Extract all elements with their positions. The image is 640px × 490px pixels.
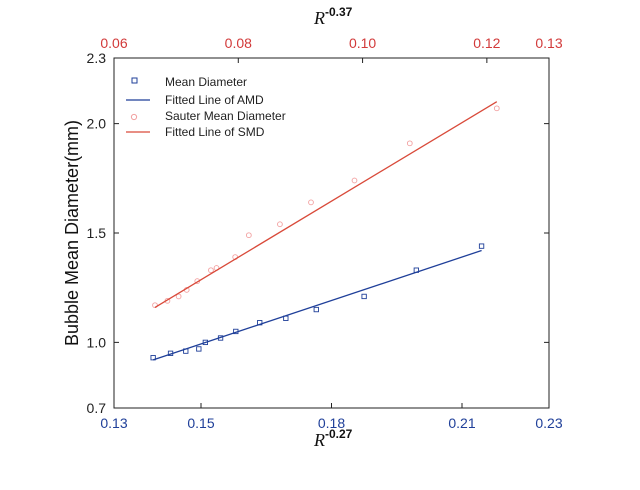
legend-marker-mean-diameter	[131, 77, 138, 84]
series-line-fitted-line-of-amd	[152, 249, 482, 361]
y-tick-label: 0.7	[87, 400, 107, 416]
x-top-tick-label: 0.12	[473, 35, 500, 51]
x-bottom-tick-label: 0.15	[187, 415, 214, 431]
data-point-sauter-mean-diameter	[351, 177, 358, 184]
x-bottom-tick-label: 0.13	[100, 415, 127, 431]
data-point-sauter-mean-diameter	[246, 232, 252, 239]
y-tick-label: 1.5	[87, 225, 107, 241]
data-point-sauter-mean-diameter	[493, 105, 500, 112]
y-tick-label: 1.0	[87, 334, 107, 350]
y-tick-label: 2.0	[87, 116, 107, 132]
x-bottom-tick-label: 0.18	[318, 415, 345, 431]
x-bottom-tick-label: 0.23	[535, 415, 562, 431]
data-point-mean-diameter	[150, 355, 156, 361]
data-point-sauter-mean-diameter	[406, 140, 413, 147]
x-top-tick-label: 0.13	[535, 35, 562, 51]
legend: Mean Diameter Fitted Line of AMD Sauter …	[126, 75, 286, 139]
data-point-sauter-mean-diameter	[152, 302, 158, 309]
x-top-tick-label: 0.06	[100, 35, 127, 51]
axis-ticks: 0.13 0.15 0.18 0.21 0.23 0.06 0.08 0.10 0.12 0.13…	[87, 35, 563, 431]
series-line-fitted-line-of-smd	[154, 101, 498, 308]
legend-label-sauter: Sauter Mean Diameter	[165, 109, 286, 123]
legend-label-smd-fit: Fitted Line of SMD	[165, 125, 265, 139]
legend-label-mean-diameter: Mean Diameter	[165, 75, 247, 89]
data-point-mean-diameter	[313, 306, 319, 313]
data-point-mean-diameter	[196, 346, 202, 352]
data-point-sauter-mean-diameter	[277, 221, 283, 228]
x-top-tick-label: 0.10	[349, 35, 376, 51]
series-layer	[150, 101, 500, 361]
x-top-tick-label: 0.08	[225, 35, 252, 51]
legend-label-amd-fit: Fitted Line of AMD	[165, 93, 264, 107]
data-point-mean-diameter	[478, 243, 485, 249]
x-bottom-tick-label: 0.21	[448, 415, 475, 431]
top-axis-title: R-0.37	[313, 5, 353, 28]
y-axis-title: Bubble Mean Diameter(mm)	[62, 120, 82, 346]
legend-marker-sauter	[130, 113, 138, 121]
y-tick-label: 2.3	[87, 50, 107, 66]
data-point-sauter-mean-diameter	[208, 267, 214, 274]
data-point-sauter-mean-diameter	[175, 293, 182, 300]
data-point-sauter-mean-diameter	[308, 199, 314, 206]
bottom-axis-title: R-0.27	[313, 427, 353, 450]
data-point-mean-diameter	[361, 293, 367, 300]
